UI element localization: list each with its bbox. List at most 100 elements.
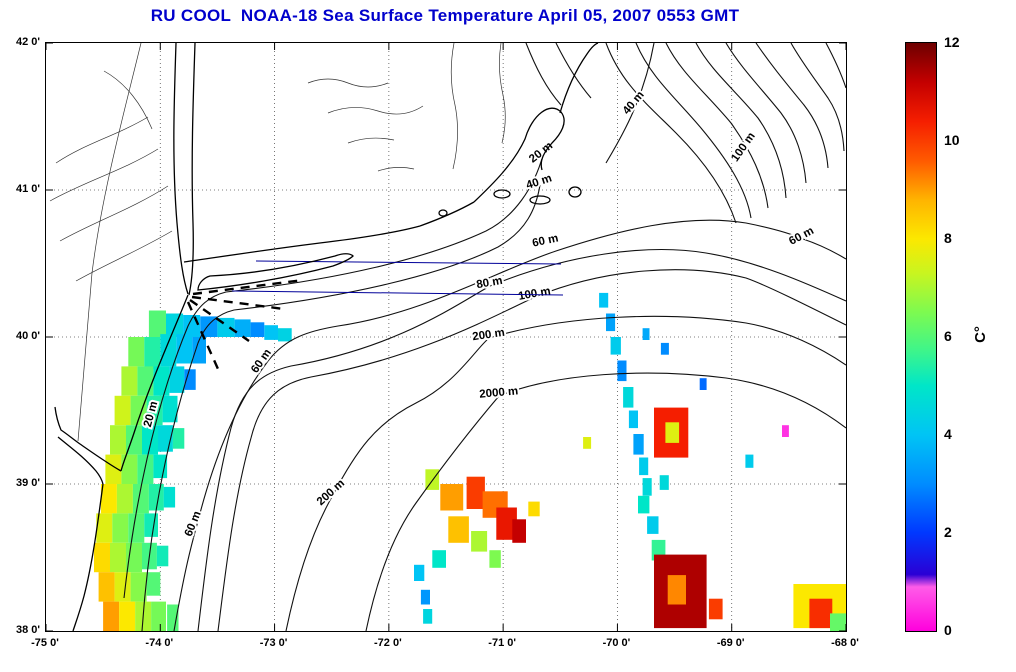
contour-80m: [197, 249, 846, 631]
gulf-of-maine-contour-6: [755, 43, 829, 169]
sst-cell: [176, 334, 193, 364]
delmarva-coast: [72, 483, 104, 631]
y-tick-label: 40 0': [15, 330, 40, 342]
sst-cell: [642, 478, 652, 496]
ridge-line: [75, 230, 173, 282]
river-line: [499, 43, 506, 144]
new-jersey-coast: [120, 294, 189, 472]
sst-cell: [130, 572, 147, 602]
sst-cell: [151, 601, 166, 631]
glider-transect-lines: [231, 260, 564, 296]
sst-cell: [98, 572, 115, 602]
colorbar-tick-label: 12: [944, 34, 960, 50]
ridge-line: [55, 116, 149, 164]
coastal-contour-boston-1: [525, 43, 562, 106]
contour-depth-label: 80 m: [476, 275, 504, 291]
sst-cell: [647, 516, 659, 534]
sst-cell: [146, 395, 163, 426]
sst-cell: [250, 322, 265, 337]
map-plot-area: 20 m 40 m 60 m 80 m 100 m 200 m 2000 m 200 m 60 …: [45, 42, 847, 632]
land-topography-lines: [49, 43, 506, 442]
colorbar: [905, 42, 937, 632]
sst-cell: [126, 542, 142, 573]
figure-title: RU COOL NOAA-18 Sea Surface Temperature …: [150, 6, 740, 25]
sst-cell: [665, 422, 680, 443]
contour-100m: [217, 269, 846, 631]
island-nantucket: [529, 195, 551, 205]
gulf-of-maine-contour-2: [635, 43, 752, 219]
sst-cell: [610, 337, 621, 355]
dashed-bearing-line: [189, 299, 250, 342]
sst-cell: [110, 425, 126, 455]
sst-cell: [440, 484, 464, 511]
sst-cell: [278, 328, 292, 342]
x-tick-label: -74 0': [145, 637, 174, 649]
sst-cell: [144, 513, 158, 537]
sst-cell: [126, 425, 142, 455]
sst-cell: [659, 475, 669, 490]
island-cape-elbow: [568, 186, 582, 198]
y-tick-label: 42 0': [15, 36, 40, 48]
x-tick-label: -73 0': [259, 637, 288, 649]
sst-cell: [414, 564, 425, 581]
sst-cell: [119, 601, 136, 631]
ridge-line: [49, 148, 159, 202]
sst-cell: [169, 366, 185, 393]
sst-cell: [192, 337, 206, 364]
contour-depth-label: 100 m: [729, 130, 758, 164]
sst-cell: [128, 337, 145, 367]
contour-depth-label: 2000 m: [479, 385, 519, 400]
sst-cell: [153, 454, 168, 479]
contour-depth-label: 60 m: [531, 232, 559, 249]
sst-cell: [466, 476, 485, 509]
sst-cell: [782, 425, 789, 437]
sst-cell: [496, 507, 517, 540]
sst-cell: [166, 313, 184, 337]
x-tick-label: -71 0': [488, 637, 516, 649]
x-tick-label: -69 0': [716, 637, 745, 649]
colorbar-tick-label: 8: [944, 230, 952, 246]
gulf-of-maine-contour-1: [605, 43, 737, 224]
connecticut-coast: [183, 225, 421, 263]
sst-cell: [423, 609, 433, 624]
colorbar-tick-label: 10: [944, 132, 960, 148]
hill-line: [347, 137, 395, 144]
colorbar-tick-labels: 0 2 4 6 8 10 12: [942, 34, 982, 638]
contour-2000m: [365, 372, 846, 631]
gulf-of-maine-contour-5: [725, 43, 807, 184]
sst-cell: [420, 589, 430, 605]
sst-cell: [116, 484, 133, 514]
sst-cell: [148, 310, 166, 337]
hudson-river-east-bank: [188, 43, 196, 296]
sst-cell: [167, 604, 179, 631]
sst-cell: [142, 425, 158, 455]
gulf-of-maine-contour-7: [790, 43, 845, 152]
sst-cell: [162, 395, 178, 423]
sst-cell: [144, 337, 161, 370]
y-tick-label: 39 0': [15, 477, 40, 489]
sst-cell: [512, 519, 526, 543]
coastline: [54, 43, 599, 631]
bearing-dashed-lines: [186, 278, 305, 370]
x-tick-label: -68 0': [831, 637, 859, 649]
sst-cell: [200, 316, 218, 337]
axis-tick-marks: [46, 43, 846, 631]
y-axis-labels: 42 0' 41 0' 40 0' 39 0' 38 0': [2, 36, 42, 636]
x-tick-label: -70 0': [602, 637, 631, 649]
cape-cod: [473, 107, 565, 203]
contour-depth-label: 60 m: [183, 509, 204, 538]
sst-cell: [137, 366, 154, 396]
sst-cell: [94, 542, 110, 573]
contour-40m: [141, 184, 541, 631]
sst-cell: [130, 395, 147, 426]
ridge-line: [59, 185, 169, 242]
sst-cell: [96, 513, 113, 543]
sst-cell: [112, 513, 129, 543]
sst-cell: [110, 542, 126, 573]
hudson-river-west-bank: [173, 43, 189, 295]
x-tick-label: -75 0': [31, 637, 59, 649]
sst-cell: [234, 319, 251, 337]
new-england-coast: [419, 201, 475, 227]
sst-cell: [264, 325, 278, 340]
